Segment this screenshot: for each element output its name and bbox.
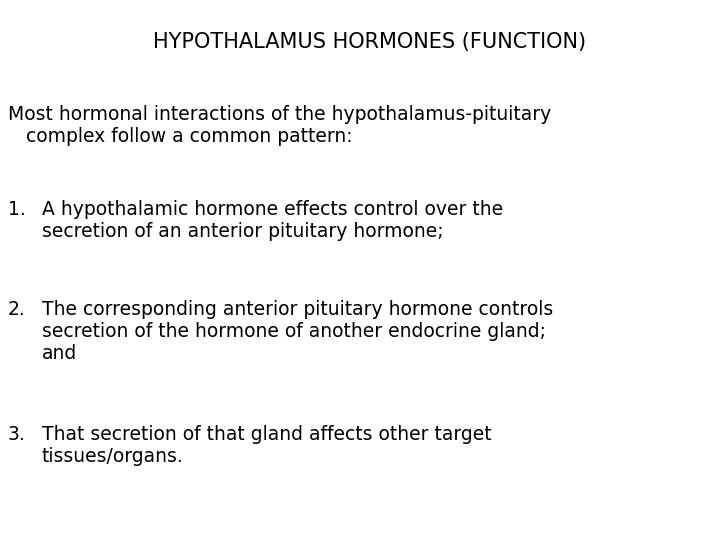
Text: secretion of the hormone of another endocrine gland;: secretion of the hormone of another endo… bbox=[42, 322, 546, 341]
Text: HYPOTHALAMUS HORMONES (FUNCTION): HYPOTHALAMUS HORMONES (FUNCTION) bbox=[153, 32, 587, 52]
Text: That secretion of that gland affects other target: That secretion of that gland affects oth… bbox=[42, 425, 492, 444]
Text: complex follow a common pattern:: complex follow a common pattern: bbox=[8, 127, 353, 146]
Text: 1.: 1. bbox=[8, 200, 26, 219]
Text: and: and bbox=[42, 344, 77, 363]
Text: secretion of an anterior pituitary hormone;: secretion of an anterior pituitary hormo… bbox=[42, 222, 444, 241]
Text: 2.: 2. bbox=[8, 300, 26, 319]
Text: Most hormonal interactions of the hypothalamus-pituitary: Most hormonal interactions of the hypoth… bbox=[8, 105, 552, 124]
Text: The corresponding anterior pituitary hormone controls: The corresponding anterior pituitary hor… bbox=[42, 300, 553, 319]
Text: tissues/organs.: tissues/organs. bbox=[42, 447, 184, 466]
Text: 3.: 3. bbox=[8, 425, 26, 444]
Text: A hypothalamic hormone effects control over the: A hypothalamic hormone effects control o… bbox=[42, 200, 503, 219]
